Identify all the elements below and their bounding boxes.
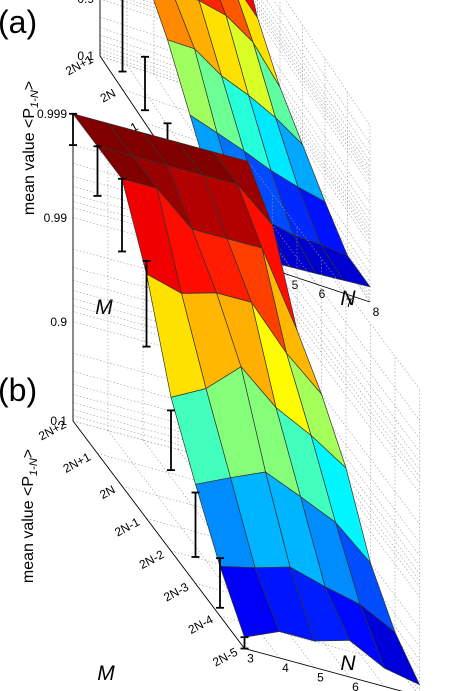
error-bar [167, 409, 175, 471]
grid-line [72, 298, 420, 574]
x-tick-label: 3 [247, 652, 254, 666]
axes [72, 113, 403, 691]
grid-line [72, 217, 420, 493]
x-tick-label: 5 [292, 278, 299, 292]
grid-line [72, 248, 420, 525]
grid-line [219, 615, 396, 664]
y-axis-label: M [95, 296, 113, 319]
y-tick-label: 2N [97, 482, 117, 502]
x-tick-label: 6 [352, 680, 359, 691]
x-tick-label: 7 [387, 690, 394, 691]
z-tick-label: 0.1 [77, 49, 94, 63]
x-axis-label: N [340, 652, 356, 675]
z-axis-label: mean value <P1-N> [20, 449, 40, 583]
error-bar [118, 177, 126, 253]
error-bars [69, 112, 249, 650]
grid-line [72, 280, 420, 556]
error-bar [69, 112, 77, 146]
error-bar [93, 145, 102, 197]
x-axis-label: N [340, 287, 356, 310]
x-tick-label: 6 [319, 287, 326, 301]
error-bar [191, 491, 200, 558]
x-tick-label: 5 [317, 671, 324, 685]
error-bar [216, 557, 224, 609]
x-tick-label: 7 [346, 296, 353, 310]
z-tick-label: 0.99 [44, 211, 68, 225]
error-bar [118, 0, 127, 73]
grid-line [72, 290, 420, 566]
y-tick-label: 2N+1 [61, 450, 93, 476]
y-tick-label: 2N-5 [210, 645, 240, 670]
y-tick-label: 2N-2 [137, 547, 167, 572]
error-bar [240, 636, 249, 650]
z-axis-label: mean value <P1-N> [21, 81, 41, 215]
z-tick-label: 0.999 [37, 107, 67, 121]
y-axis-label: M [97, 662, 115, 685]
grid-line [72, 321, 420, 597]
surface [72, 113, 420, 686]
y-tick-label: 2N-3 [161, 580, 191, 605]
x-tick-label: 8 [373, 305, 380, 319]
y-axis-line [72, 420, 245, 649]
x-axis-line [244, 648, 403, 691]
z-tick-label: 0.1 [50, 414, 67, 428]
grid-line [72, 207, 420, 483]
y-tick-label: 2N-4 [186, 612, 216, 637]
grid-line [72, 201, 420, 477]
surface-plot-b: 0.10.90.990.9992N+22N+12N2N-12N-22N-32N-… [0, 107, 420, 691]
grid-line [72, 305, 420, 581]
grid-line [72, 267, 420, 543]
z-tick-label: 0.9 [77, 0, 94, 6]
x-tick-label: 4 [282, 661, 289, 675]
grid-line [99, 55, 236, 102]
surface-facet [219, 566, 280, 638]
y-tick-label: 2N-1 [112, 515, 142, 540]
y-tick-label: 2N [98, 86, 118, 106]
panel-label: (a) [0, 4, 37, 40]
error-bar [142, 260, 151, 348]
z-tick-label: 0.9 [50, 315, 67, 329]
grid-line [72, 311, 420, 587]
error-bar [141, 55, 149, 112]
panel-label: (b) [0, 372, 37, 408]
